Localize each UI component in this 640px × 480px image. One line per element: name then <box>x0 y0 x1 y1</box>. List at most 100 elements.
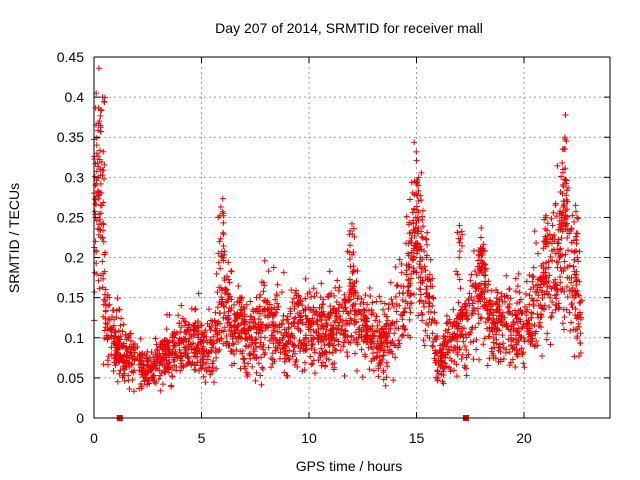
data-point <box>449 331 456 338</box>
data-point <box>308 294 315 301</box>
data-point <box>374 353 381 360</box>
data-point <box>261 282 268 289</box>
data-point <box>457 316 464 323</box>
data-point <box>406 282 413 289</box>
data-point <box>554 240 561 247</box>
data-point <box>215 250 222 257</box>
data-point <box>513 339 520 346</box>
data-point <box>307 332 314 339</box>
data-point <box>405 221 412 228</box>
data-point <box>173 329 180 336</box>
data-point <box>463 347 470 354</box>
data-point <box>427 256 434 263</box>
data-point <box>336 312 343 319</box>
data-point <box>258 381 265 388</box>
data-point <box>318 345 325 352</box>
data-point <box>414 241 421 248</box>
data-point <box>265 268 272 275</box>
data-point <box>392 293 399 300</box>
data-point <box>100 176 107 183</box>
data-point <box>512 364 519 371</box>
data-point <box>130 347 137 354</box>
data-point <box>109 307 116 314</box>
data-point <box>401 326 408 333</box>
data-point <box>193 344 200 351</box>
data-point <box>168 383 175 390</box>
data-point <box>429 342 436 349</box>
data-point <box>367 333 374 340</box>
data-point <box>327 309 334 316</box>
data-point <box>563 306 570 313</box>
data-point <box>192 353 199 360</box>
data-point <box>159 346 166 353</box>
data-point <box>126 386 133 393</box>
data-point <box>405 276 412 283</box>
data-point <box>461 362 468 369</box>
data-point <box>481 335 488 342</box>
data-point <box>462 330 469 337</box>
data-point <box>577 349 584 356</box>
data-point <box>558 173 565 180</box>
data-point <box>387 279 394 286</box>
data-point <box>313 318 320 325</box>
data-point <box>527 340 534 347</box>
data-point <box>417 274 424 281</box>
data-point <box>151 378 158 385</box>
data-point <box>505 336 512 343</box>
data-point <box>331 360 338 367</box>
data-point <box>454 271 461 278</box>
data-point <box>102 286 109 293</box>
data-point <box>454 338 461 345</box>
data-points <box>91 65 585 421</box>
data-point <box>459 309 466 316</box>
data-point <box>473 336 480 343</box>
data-point <box>336 284 343 291</box>
data-point <box>209 318 216 325</box>
data-point <box>488 325 495 332</box>
data-point <box>456 276 463 283</box>
data-point <box>270 340 277 347</box>
data-point <box>280 312 287 319</box>
data-point <box>159 381 166 388</box>
data-point <box>442 333 449 340</box>
data-point <box>204 353 211 360</box>
data-point <box>515 328 522 335</box>
data-point <box>407 237 414 244</box>
data-point <box>312 370 319 377</box>
data-point <box>528 323 535 330</box>
data-point <box>253 344 260 351</box>
data-point <box>91 173 98 180</box>
data-point <box>209 340 216 347</box>
data-point <box>221 309 228 316</box>
data-point <box>380 352 387 359</box>
data-point <box>384 343 391 350</box>
data-point <box>571 353 578 360</box>
data-point <box>95 277 102 284</box>
data-point <box>291 334 298 341</box>
data-point <box>549 299 556 306</box>
data-point <box>413 269 420 276</box>
data-point <box>277 349 284 356</box>
data-point <box>108 325 115 332</box>
data-point <box>149 374 156 381</box>
data-point <box>542 233 549 240</box>
data-point <box>533 239 540 246</box>
data-point <box>486 310 493 317</box>
data-point <box>302 275 309 282</box>
data-point <box>231 318 238 325</box>
data-point <box>313 329 320 336</box>
data-point <box>219 195 226 202</box>
data-point <box>288 287 295 294</box>
data-point <box>238 295 245 302</box>
data-point <box>192 350 199 357</box>
data-point <box>234 314 241 321</box>
data-point <box>558 234 565 241</box>
data-point <box>249 337 256 344</box>
data-point <box>409 229 416 236</box>
data-point <box>480 341 487 348</box>
data-point <box>395 337 402 344</box>
data-point <box>172 351 179 358</box>
data-point <box>543 238 550 245</box>
data-point <box>367 293 374 300</box>
data-point <box>539 295 546 302</box>
